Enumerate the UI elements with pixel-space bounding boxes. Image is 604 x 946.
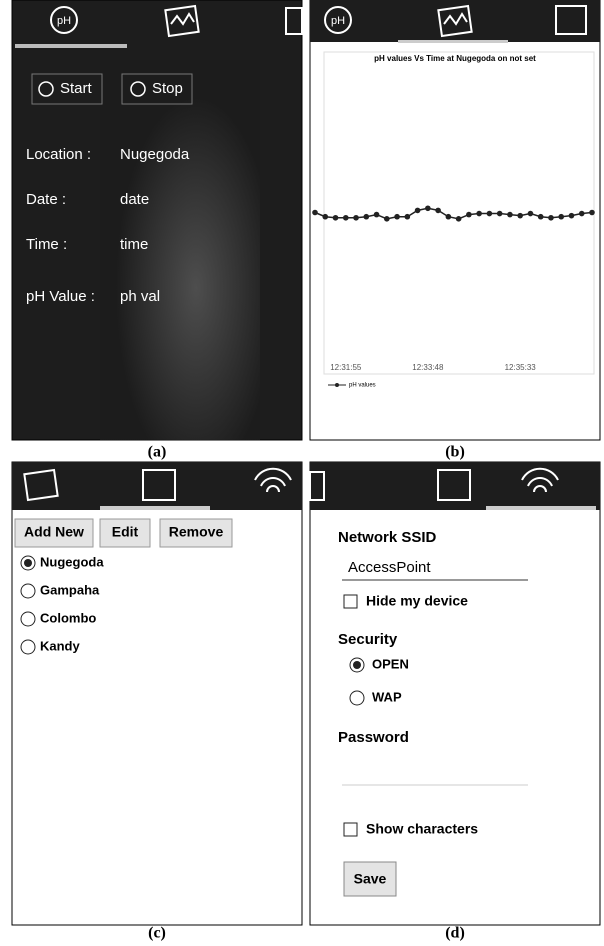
field-label: Location : bbox=[26, 146, 91, 163]
x-tick-label: 12:33:48 bbox=[412, 363, 444, 372]
figure: pH Start Stop Location : Nugegoda Date : da… bbox=[0, 0, 604, 941]
data-point bbox=[384, 216, 390, 222]
password-label: Password bbox=[338, 729, 409, 746]
location-label: Kandy bbox=[40, 638, 81, 653]
x-tick-label: 12:31:55 bbox=[330, 363, 362, 372]
x-tick-label: 12:35:33 bbox=[505, 363, 537, 372]
data-point bbox=[394, 214, 400, 220]
field-value: time bbox=[120, 236, 148, 253]
ssid-label: Network SSID bbox=[338, 529, 437, 546]
data-point bbox=[312, 210, 318, 216]
caption: (d) bbox=[445, 925, 465, 941]
field-value: Nugegoda bbox=[120, 146, 190, 163]
data-point bbox=[569, 213, 575, 219]
buttons: Add New Edit Remove bbox=[15, 519, 232, 547]
legend-label: pH values bbox=[349, 383, 376, 389]
field-value: date bbox=[120, 191, 149, 208]
button-label: Add New bbox=[24, 524, 84, 540]
data-point bbox=[538, 214, 544, 220]
data-point bbox=[456, 216, 462, 222]
radio-dot bbox=[24, 559, 32, 567]
data-point bbox=[363, 214, 369, 220]
ph-tab-text: pH bbox=[57, 15, 71, 27]
security-label: Security bbox=[338, 631, 398, 648]
legend-marker bbox=[335, 383, 339, 387]
data-point bbox=[425, 205, 431, 211]
tab-indicator bbox=[15, 44, 127, 48]
data-point bbox=[333, 215, 339, 221]
caption: (b) bbox=[445, 444, 465, 461]
data-point bbox=[558, 214, 564, 220]
field-value: ph val bbox=[120, 288, 160, 305]
tab-indicator bbox=[100, 506, 210, 510]
data-point bbox=[415, 208, 421, 214]
data-point bbox=[517, 213, 523, 219]
data-point bbox=[487, 211, 493, 217]
caption: (a) bbox=[148, 444, 167, 461]
radio-label: OPEN bbox=[372, 656, 409, 671]
panel-d: Network SSID AccessPoint Hide my device … bbox=[310, 462, 600, 941]
data-point bbox=[528, 211, 534, 217]
button-label: Remove bbox=[169, 524, 224, 540]
checkbox-label: Show characters bbox=[366, 821, 478, 837]
tab-indicator bbox=[398, 40, 508, 43]
page: pH Start Stop Location : Nugegoda Date : da… bbox=[0, 0, 604, 941]
caption: (c) bbox=[148, 925, 166, 941]
checkbox-label: Hide my device bbox=[366, 593, 468, 609]
data-point bbox=[589, 210, 595, 216]
data-point bbox=[405, 214, 411, 220]
button-label: Start bbox=[60, 80, 93, 97]
data-point bbox=[322, 214, 328, 220]
data-point bbox=[507, 212, 513, 218]
data-point bbox=[343, 215, 349, 221]
data-point bbox=[374, 212, 380, 218]
panel-c: Add New Edit Remove Nugegoda Gampaha Colombo… bbox=[12, 462, 302, 941]
tab-indicator bbox=[486, 506, 596, 510]
location-label: Nugegoda bbox=[40, 554, 104, 569]
ph-tab-text: pH bbox=[331, 15, 345, 27]
button-label: Stop bbox=[152, 80, 183, 97]
data-point bbox=[446, 214, 452, 220]
ssid-input[interactable]: AccessPoint bbox=[348, 559, 431, 576]
field-label: Time : bbox=[26, 236, 67, 253]
data-point bbox=[435, 208, 441, 214]
location-label: Colombo bbox=[40, 610, 96, 625]
location-label: Gampaha bbox=[40, 582, 100, 597]
radio-dot bbox=[353, 661, 361, 669]
button-label: Edit bbox=[112, 524, 139, 540]
data-point bbox=[579, 211, 585, 217]
data-point bbox=[466, 212, 472, 218]
field-label: pH Value : bbox=[26, 288, 95, 305]
data-point bbox=[476, 211, 482, 217]
radio-label: WAP bbox=[372, 689, 402, 704]
field-label: Date : bbox=[26, 191, 66, 208]
panel-a: pH Start Stop Location : Nugegoda Date : da… bbox=[12, 0, 302, 461]
data-point bbox=[548, 215, 554, 221]
button-label: Save bbox=[354, 871, 387, 887]
panel-b: pH pH values Vs Time at Nugegoda on not … bbox=[310, 0, 600, 461]
data-point bbox=[497, 211, 503, 217]
data-point bbox=[353, 215, 359, 221]
chart-title: pH values Vs Time at Nugegoda on not set bbox=[374, 54, 536, 63]
